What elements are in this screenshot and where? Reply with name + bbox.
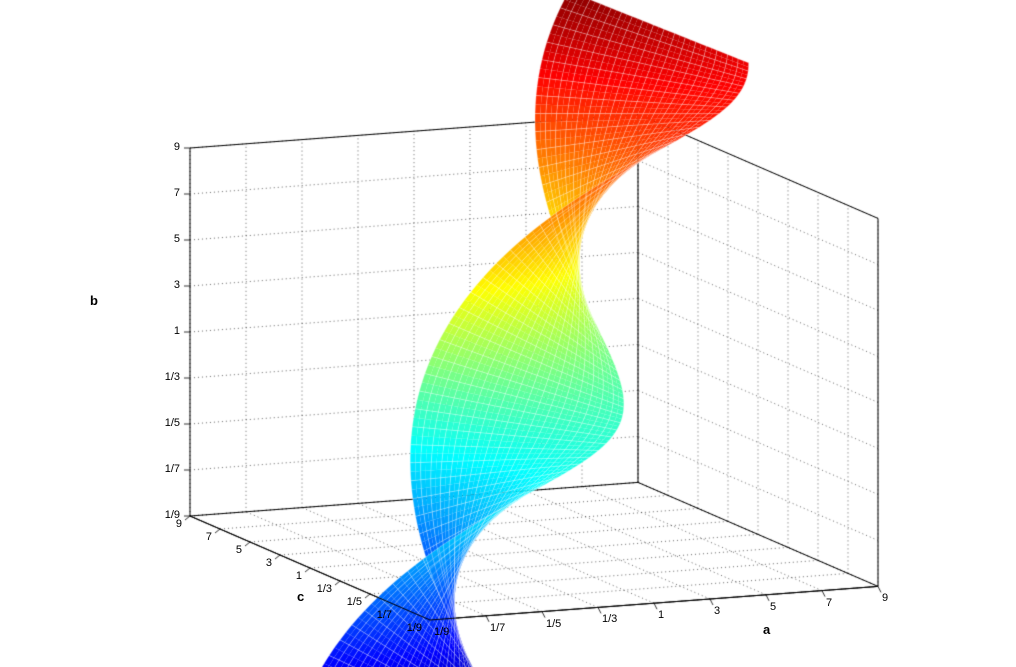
tick-label: 1	[658, 609, 664, 621]
tick-label: 1/5	[546, 618, 561, 630]
tick-label: 1/7	[490, 622, 505, 634]
tick-label: 1/9	[407, 622, 422, 634]
plot-stage: a c b 1/9 1/7 1/5 1/3 1 3 5 7 9 1/9 1/7 1/5 1/3 1 3 5 7 9…	[0, 0, 1016, 667]
tick-label: 5	[770, 601, 776, 613]
tick-label: 1/5	[165, 417, 180, 429]
tick-label: 3	[266, 557, 272, 569]
tick-label: 1	[174, 325, 180, 337]
tick-label: 1/7	[165, 463, 180, 475]
tick-label: 5	[174, 233, 180, 245]
tick-label: 1/3	[165, 371, 180, 383]
tick-label: 1/3	[317, 583, 332, 595]
tick-label: 3	[714, 605, 720, 617]
tick-label: 7	[826, 597, 832, 609]
tick-label: 3	[174, 279, 180, 291]
x-axis-label: a	[763, 622, 770, 637]
tick-label: 9	[174, 141, 180, 153]
tick-label: 1/7	[377, 609, 392, 621]
plot-canvas	[0, 0, 1016, 667]
tick-label: 1/5	[347, 596, 362, 608]
tick-label: 5	[236, 544, 242, 556]
y-axis-label: c	[297, 589, 304, 604]
tick-label: 1/9	[165, 509, 180, 521]
tick-label: 1	[296, 570, 302, 582]
tick-label: 1/9	[434, 626, 449, 638]
z-axis-label: b	[90, 293, 98, 308]
tick-label: 7	[206, 531, 212, 543]
tick-label: 1/3	[602, 613, 617, 625]
tick-label: 7	[174, 187, 180, 199]
tick-label: 9	[882, 592, 888, 604]
